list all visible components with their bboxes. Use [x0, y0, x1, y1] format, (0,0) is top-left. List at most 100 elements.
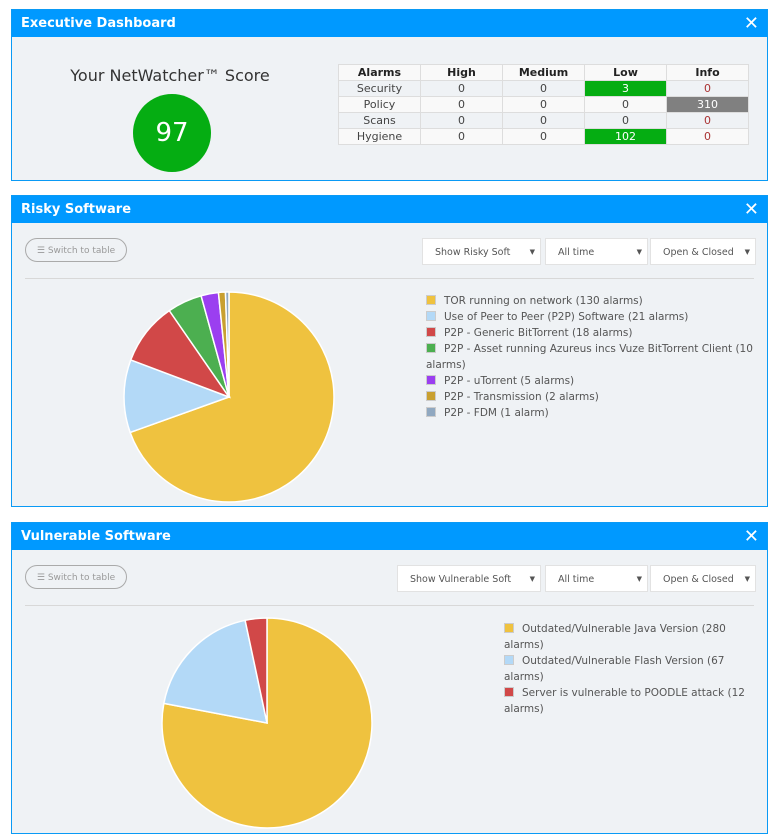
type-filter-dropdown[interactable]: Show Vulnerable Soft ▼	[397, 565, 541, 592]
panel-header: Executive Dashboard ✕	[12, 10, 767, 37]
vulnerable-legend: Outdated/Vulnerable Java Version (280 al…	[504, 621, 767, 717]
close-icon[interactable]: ✕	[743, 199, 759, 220]
panel-title: Risky Software	[21, 202, 132, 217]
legend-label: P2P - Generic BitTorrent (18 alarms)	[444, 327, 633, 339]
close-icon[interactable]: ✕	[743, 13, 759, 34]
list-icon: ☰	[36, 246, 48, 256]
pie-slice[interactable]	[244, 617, 268, 724]
time-filter-dropdown[interactable]: All time ▼	[545, 238, 648, 265]
dropdown-value: Show Risky Soft	[435, 247, 511, 258]
legend-item[interactable]: P2P - Asset running Azureus incs Vuze Bi…	[426, 341, 767, 373]
cell[interactable]: 0	[666, 112, 749, 129]
table-row: Policy 0 0 0 310	[338, 96, 749, 113]
risky-software-pie-chart	[123, 291, 335, 503]
legend-swatch	[426, 407, 436, 417]
cell[interactable]: 0	[420, 128, 503, 145]
caret-down-icon: ▼	[744, 575, 750, 583]
legend-item[interactable]: Server is vulnerable to POODLE attack (1…	[504, 685, 767, 717]
panel-header: Vulnerable Software ✕	[12, 523, 767, 550]
col-header: Medium	[502, 64, 585, 81]
status-filter-dropdown[interactable]: Open & Closed ▼	[650, 565, 756, 592]
cell[interactable]: 0	[584, 96, 667, 113]
legend-item[interactable]: P2P - Generic BitTorrent (18 alarms)	[426, 325, 767, 341]
switch-to-table-button[interactable]: ☰ Switch to table	[25, 565, 127, 589]
panel-title: Vulnerable Software	[21, 529, 171, 544]
dropdown-value: All time	[558, 247, 595, 258]
legend-label: P2P - FDM (1 alarm)	[444, 407, 549, 419]
caret-down-icon: ▼	[529, 575, 535, 583]
pie-slice[interactable]	[162, 619, 268, 724]
legend-item[interactable]: P2P - FDM (1 alarm)	[426, 405, 767, 421]
cell[interactable]: 0	[420, 80, 503, 97]
cell[interactable]: 0	[502, 80, 585, 97]
col-header: Low	[584, 64, 667, 81]
cell[interactable]: 0	[502, 128, 585, 145]
legend-swatch	[504, 655, 514, 665]
list-icon: ☰	[36, 573, 48, 583]
time-filter-dropdown[interactable]: All time ▼	[545, 565, 648, 592]
cell[interactable]: 0	[666, 80, 749, 97]
col-header: Info	[666, 64, 749, 81]
col-header: Alarms	[338, 64, 421, 81]
vulnerable-software-pie-chart	[161, 617, 373, 829]
cell[interactable]: 0	[666, 128, 749, 145]
legend-item[interactable]: Use of Peer to Peer (P2P) Software (21 a…	[426, 309, 767, 325]
legend-swatch	[426, 311, 436, 321]
score-badge: 97	[133, 94, 211, 172]
caret-down-icon: ▼	[636, 575, 642, 583]
risky-software-panel: Risky Software ✕ ☰ Switch to table Show R…	[11, 195, 768, 507]
switch-to-table-button[interactable]: ☰ Switch to table	[25, 238, 127, 262]
cell[interactable]: 0	[420, 96, 503, 113]
cell[interactable]: 102	[584, 128, 667, 145]
legend-label: P2P - uTorrent (5 alarms)	[444, 375, 575, 387]
caret-down-icon: ▼	[744, 248, 750, 256]
legend-label: Server is vulnerable to POODLE attack (1…	[504, 687, 745, 715]
pie-slice[interactable]	[224, 291, 230, 398]
executive-dashboard-panel: Executive Dashboard ✕ Your NetWatcher™ Sc…	[11, 9, 768, 181]
cell: Scans	[338, 112, 421, 129]
legend-label: TOR running on network (130 alarms)	[444, 295, 643, 307]
dropdown-value: Open & Closed	[663, 247, 734, 258]
status-filter-dropdown[interactable]: Open & Closed ▼	[650, 238, 756, 265]
legend-swatch	[426, 391, 436, 401]
divider	[25, 605, 754, 606]
legend-item[interactable]: TOR running on network (130 alarms)	[426, 293, 767, 309]
dropdown-value: Open & Closed	[663, 574, 734, 585]
type-filter-dropdown[interactable]: Show Risky Soft ▼	[422, 238, 541, 265]
cell[interactable]: 3	[584, 80, 667, 97]
cell[interactable]: 0	[584, 112, 667, 129]
switch-label: Switch to table	[47, 573, 116, 583]
caret-down-icon: ▼	[529, 248, 535, 256]
panel-header: Risky Software ✕	[12, 196, 767, 223]
alarms-table: Alarms High Medium Low Info Security 0 0 3 0 Pol…	[338, 64, 749, 145]
legend-item[interactable]: P2P - uTorrent (5 alarms)	[426, 373, 767, 389]
legend-swatch	[504, 623, 514, 633]
legend-item[interactable]: P2P - Transmission (2 alarms)	[426, 389, 767, 405]
cell[interactable]: 0	[502, 96, 585, 113]
close-icon[interactable]: ✕	[743, 526, 759, 547]
cell[interactable]: 0	[420, 112, 503, 129]
legend-swatch	[426, 343, 436, 353]
pie-slice[interactable]	[129, 291, 335, 503]
legend-swatch	[426, 375, 436, 385]
cell: Policy	[338, 96, 421, 113]
divider	[25, 278, 754, 279]
dropdown-value: All time	[558, 574, 595, 585]
dropdown-value: Show Vulnerable Soft	[410, 574, 512, 585]
switch-label: Switch to table	[47, 246, 116, 256]
legend-item[interactable]: Outdated/Vulnerable Flash Version (67 al…	[504, 653, 767, 685]
col-header: High	[420, 64, 503, 81]
risky-legend: TOR running on network (130 alarms) Use o…	[426, 293, 767, 421]
legend-swatch	[504, 687, 514, 697]
table-row: Hygiene 0 0 102 0	[338, 128, 749, 145]
cell[interactable]: 310	[666, 96, 749, 113]
legend-label: Use of Peer to Peer (P2P) Software (21 a…	[444, 311, 689, 323]
legend-item[interactable]: Outdated/Vulnerable Java Version (280 al…	[504, 621, 767, 653]
table-row: Security 0 0 3 0	[338, 80, 749, 97]
table-row: Scans 0 0 0 0	[338, 112, 749, 129]
legend-label: Outdated/Vulnerable Flash Version (67 al…	[504, 655, 725, 683]
caret-down-icon: ▼	[636, 248, 642, 256]
pie-slice[interactable]	[123, 358, 232, 434]
cell[interactable]: 0	[502, 112, 585, 129]
legend-label: P2P - Asset running Azureus incs Vuze Bi…	[426, 343, 753, 371]
